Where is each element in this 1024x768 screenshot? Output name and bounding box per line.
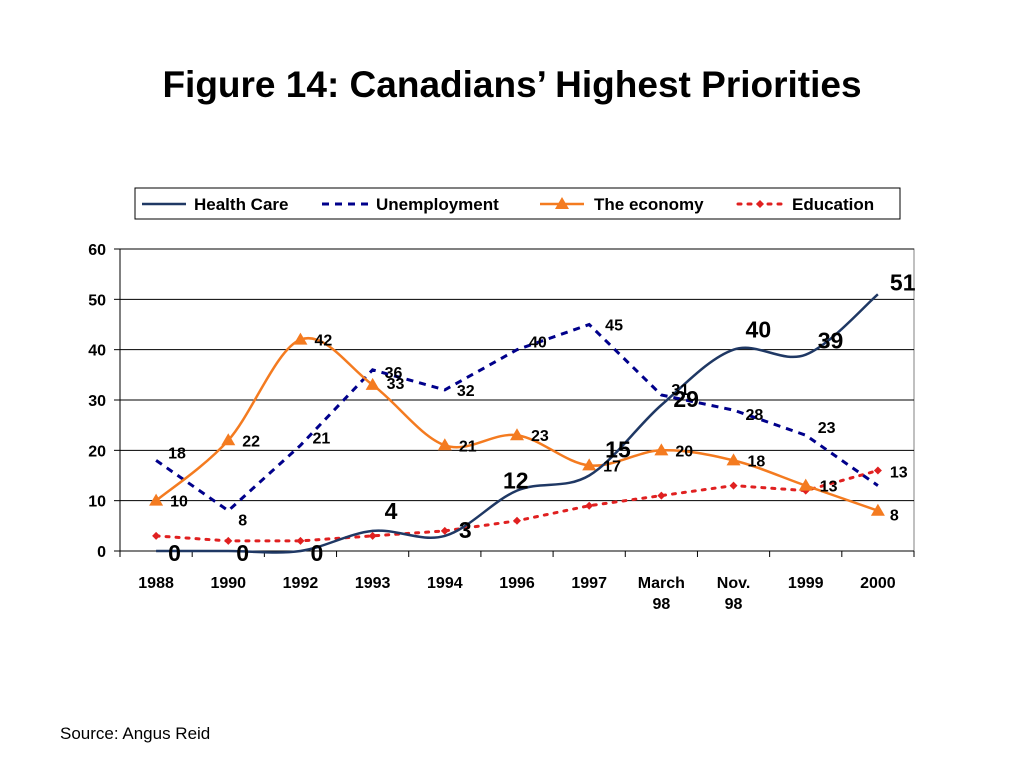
point-the-economy [870, 503, 885, 516]
y-tick-label: 10 [88, 494, 106, 511]
data-label-the-economy: 8 [890, 508, 899, 525]
data-label-health-care: 15 [605, 437, 631, 463]
series-layer [149, 293, 885, 554]
point-the-economy [726, 453, 741, 466]
y-tick-label: 20 [88, 443, 106, 460]
x-tick-label: 1992 [283, 575, 319, 592]
legend-marker-education [756, 200, 764, 208]
point-the-economy [654, 443, 669, 456]
x-tick-label: 2000 [860, 575, 896, 592]
y-tick-label: 0 [97, 544, 106, 561]
legend-label: Health Care [194, 195, 288, 214]
x-tick-label: 1990 [210, 575, 246, 592]
data-label-health-care: 0 [236, 540, 249, 566]
y-tick-label: 60 [88, 242, 106, 259]
data-label-unemployment: 32 [457, 383, 475, 400]
data-label-unemployment: 31 [671, 382, 689, 399]
legend-label: Unemployment [376, 195, 499, 214]
data-label-health-care: 40 [746, 317, 772, 343]
gridlines [120, 248, 914, 502]
legend-label: Education [792, 195, 874, 214]
data-label-unemployment: 8 [238, 513, 247, 530]
x-tick-label: 1988 [138, 575, 174, 592]
point-education [368, 531, 377, 540]
point-the-economy [221, 433, 236, 446]
point-the-economy [510, 428, 524, 441]
x-tick-label: 1994 [427, 575, 463, 592]
data-label-health-care: 39 [818, 328, 844, 354]
data-labels: 1882136324045312823131022423321231720181… [168, 269, 916, 566]
point-education [657, 491, 666, 500]
data-label-unemployment: 28 [746, 407, 764, 424]
data-label-the-economy: 21 [459, 438, 477, 455]
data-label-the-economy: 23 [531, 428, 549, 445]
point-the-economy [293, 332, 308, 345]
point-education [513, 516, 521, 525]
point-the-economy [798, 478, 813, 491]
x-tick-label: 1993 [355, 575, 391, 592]
x-tick-label: 1999 [788, 575, 824, 592]
point-education [440, 526, 449, 535]
y-tick-label: 40 [88, 343, 106, 360]
source-note: Source: Angus Reid [60, 724, 211, 743]
x-tick-label: March 98 [638, 575, 685, 613]
point-education [729, 481, 738, 490]
data-label-health-care: 29 [673, 386, 699, 412]
point-education [585, 501, 594, 510]
y-tick-label: 50 [88, 292, 106, 309]
data-label-the-economy: 18 [748, 453, 766, 470]
data-label-the-economy: 22 [242, 433, 260, 450]
point-education [873, 466, 882, 475]
point-education [296, 536, 305, 545]
data-label-unemployment: 45 [605, 318, 623, 335]
series-unemployment-line [155, 322, 879, 513]
data-label-health-care: 4 [385, 498, 398, 524]
series-the-economy-line [155, 336, 879, 512]
x-tick-label: 1996 [499, 575, 535, 592]
data-label-unemployment: 21 [312, 430, 330, 447]
point-education [224, 536, 233, 545]
x-tick-label: 1997 [571, 575, 607, 592]
data-label-health-care: 12 [503, 468, 529, 494]
y-tick-label: 30 [88, 393, 106, 410]
data-label-unemployment: 13 [890, 465, 908, 482]
point-the-economy [365, 377, 380, 390]
series-health-care-line [156, 293, 879, 554]
data-label-health-care: 0 [310, 540, 323, 566]
page-title: Figure 14: Canadians’ Highest Priorities [162, 64, 862, 105]
data-label-health-care: 0 [168, 540, 181, 566]
data-label-the-economy: 17 [603, 458, 621, 475]
data-label-unemployment: 40 [529, 335, 547, 352]
x-tick-label: Nov. 98 [717, 575, 750, 613]
data-label-the-economy: 20 [675, 443, 693, 460]
point-the-economy [582, 458, 597, 471]
data-label-unemployment: 36 [385, 365, 403, 382]
legend-marker-the-economy [555, 197, 569, 209]
data-label-the-economy: 42 [314, 333, 332, 350]
data-label-the-economy: 33 [387, 376, 405, 393]
point-education [152, 531, 161, 540]
data-label-health-care: 51 [890, 269, 916, 295]
legend-box [134, 187, 901, 220]
data-label-unemployment: 23 [818, 420, 836, 437]
legend-label: The economy [594, 195, 704, 214]
legend: Health Care Unemployment The economy Educat… [134, 187, 901, 220]
data-label-unemployment: 18 [168, 445, 186, 462]
data-label-the-economy: 10 [170, 494, 188, 511]
data-label-the-economy: 13 [820, 479, 838, 496]
point-the-economy [437, 438, 452, 451]
point-the-economy [149, 493, 164, 506]
data-label-health-care: 3 [459, 517, 472, 543]
